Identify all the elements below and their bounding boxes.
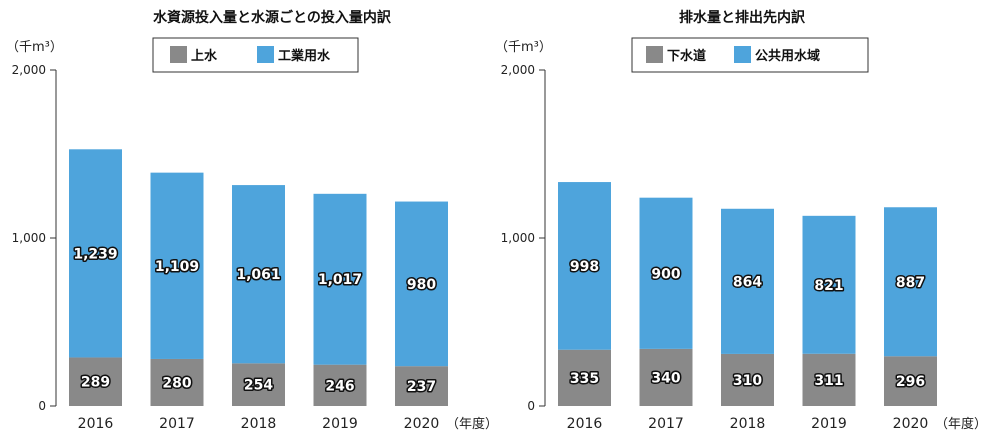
bar-segment: [395, 201, 448, 367]
legend-swatch: [734, 46, 751, 63]
bar-segment: [150, 358, 204, 406]
data-label: 998: [570, 259, 599, 275]
data-label: 1,239: [73, 246, 117, 262]
bar-segment: [558, 182, 611, 350]
legend-label: 下水道: [667, 48, 706, 64]
data-label: 310: [733, 373, 762, 389]
data-label: 280: [162, 375, 191, 391]
x-tick-label: 2016: [78, 416, 114, 432]
bar-segment: [69, 149, 122, 358]
data-label: 1,017: [318, 272, 362, 288]
data-label: 1,061: [236, 267, 280, 283]
data-label: 1,109: [155, 259, 199, 275]
x-tick-label: 2019: [811, 416, 847, 432]
data-label: 340: [651, 370, 680, 386]
x-tick-label: 2019: [322, 416, 358, 432]
x-tick-label: 2018: [730, 416, 766, 432]
y-unit-label: （千m³）: [6, 40, 63, 55]
legend-swatch: [646, 46, 663, 63]
bar-segment: [721, 353, 774, 406]
bar-segment: [884, 356, 937, 406]
data-label: 980: [407, 277, 436, 293]
bar-segment: [802, 353, 856, 406]
x-unit-label: （年度）: [935, 416, 982, 432]
data-label: 900: [651, 266, 680, 282]
legend-box: [152, 37, 359, 73]
data-label: 864: [733, 274, 762, 290]
data-label: 254: [244, 378, 273, 394]
data-label: 246: [325, 378, 354, 394]
bar-segment: [69, 357, 122, 406]
bar-segment: [395, 366, 448, 406]
y-tick-label: 2,000: [501, 63, 535, 77]
bar-segment: [232, 185, 285, 364]
x-unit-label: （年度）: [446, 416, 498, 432]
data-label: 237: [407, 379, 436, 395]
legend-label: 上水: [191, 48, 218, 64]
x-tick-label: 2017: [648, 416, 684, 432]
data-label: 335: [570, 371, 599, 387]
y-unit-label: （千m³）: [495, 40, 552, 55]
legend-label: 工業用水: [278, 48, 331, 64]
legend-swatch: [257, 46, 274, 63]
data-label: 311: [814, 373, 843, 389]
bar-segment: [150, 172, 204, 359]
y-tick-label: 0: [38, 399, 46, 413]
data-label: 821: [814, 278, 843, 294]
bar-segment: [313, 364, 367, 406]
x-tick-label: 2017: [159, 416, 195, 432]
bar-segment: [232, 363, 285, 406]
y-tick-label: 1,000: [12, 231, 46, 245]
bar-segment: [639, 197, 693, 349]
bar-segment: [884, 207, 937, 357]
y-tick-label: 1,000: [501, 231, 535, 245]
legend-swatch: [170, 46, 187, 63]
x-tick-label: 2020: [404, 416, 440, 432]
data-label: 296: [896, 374, 925, 390]
data-label: 887: [896, 275, 925, 291]
x-tick-label: 2016: [567, 416, 603, 432]
bar-segment: [721, 208, 774, 354]
bar-segment: [639, 348, 693, 406]
chart-title: 水資源投入量と水源ごとの投入量内訳: [153, 9, 392, 26]
bar-segment: [802, 215, 856, 354]
bar-segment: [313, 193, 367, 365]
y-tick-label: 0: [527, 399, 535, 413]
bar-segment: [558, 349, 611, 406]
legend-label: 公共用水域: [755, 48, 820, 64]
x-tick-label: 2020: [893, 416, 929, 432]
chart-title: 排水量と排出先内訳: [679, 9, 806, 26]
data-label: 289: [81, 375, 110, 391]
x-tick-label: 2018: [241, 416, 277, 432]
y-tick-label: 2,000: [12, 63, 46, 77]
